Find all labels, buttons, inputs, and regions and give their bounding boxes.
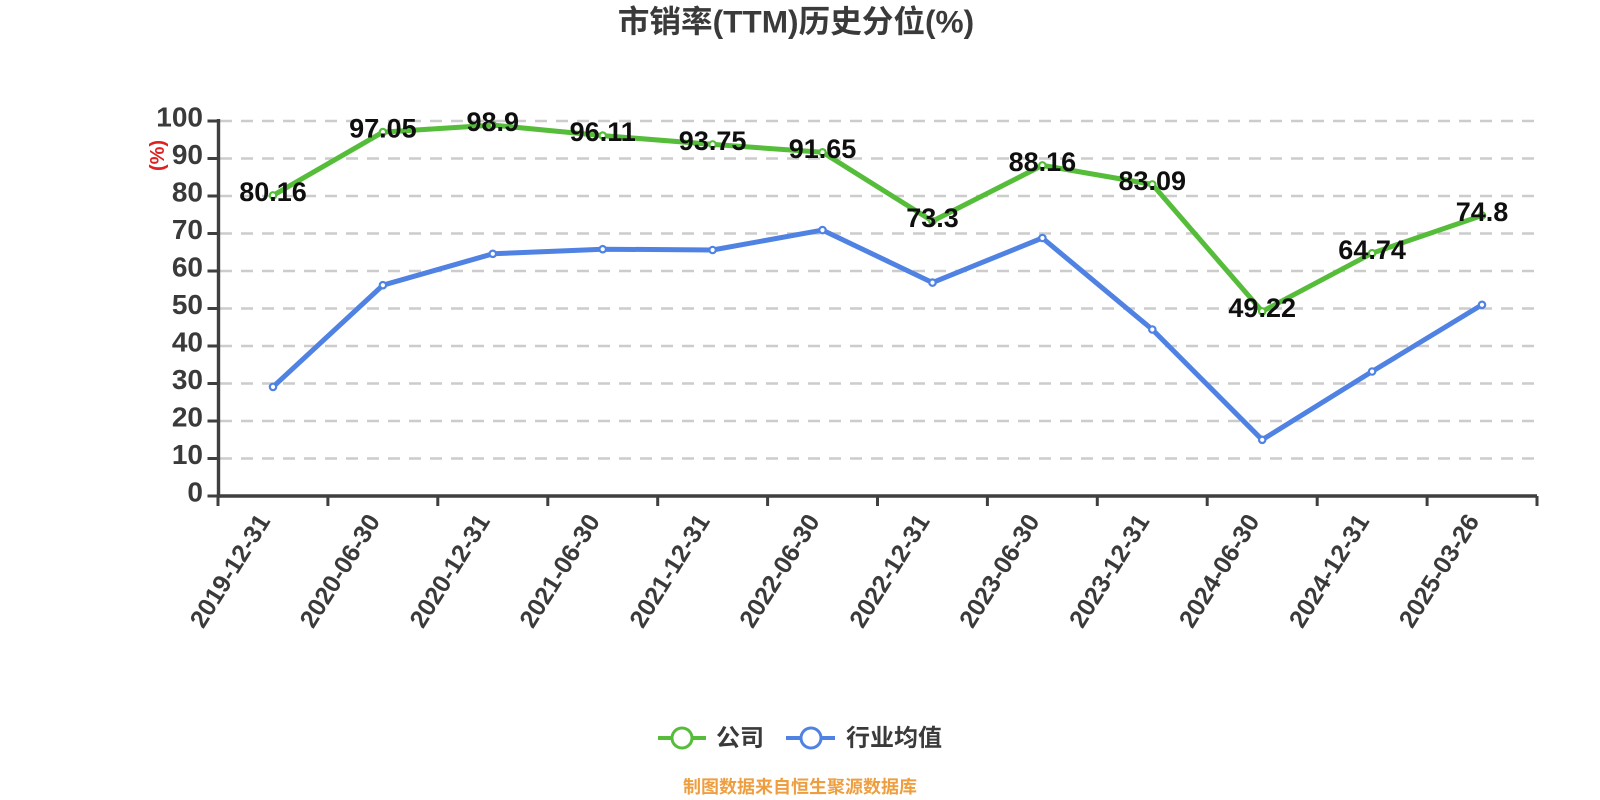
svg-text:(TTM): (TTM) [713, 4, 799, 40]
svg-text:2019-12-31: 2019-12-31 [185, 509, 277, 632]
svg-text:2023-06-30: 2023-06-30 [954, 509, 1046, 632]
svg-text:20: 20 [172, 402, 203, 433]
svg-text:2022-12-31: 2022-12-31 [844, 509, 936, 632]
svg-text:50: 50 [172, 289, 203, 320]
svg-text:0: 0 [187, 477, 203, 508]
svg-text:70: 70 [172, 214, 203, 245]
svg-text:88.16: 88.16 [1009, 147, 1077, 177]
svg-text:30: 30 [172, 364, 203, 395]
svg-text:2020-12-31: 2020-12-31 [404, 509, 496, 632]
svg-text:80.16: 80.16 [239, 177, 307, 207]
svg-text:91.65: 91.65 [789, 134, 857, 164]
svg-text:93.75: 93.75 [679, 126, 747, 156]
svg-text:2021-12-31: 2021-12-31 [624, 509, 716, 632]
svg-text:98.9: 98.9 [467, 107, 520, 137]
svg-text:(%): (%) [925, 4, 974, 40]
svg-text:2021-06-30: 2021-06-30 [514, 509, 606, 632]
svg-text:80: 80 [172, 177, 203, 208]
svg-text:100: 100 [156, 102, 203, 133]
svg-text:49.22: 49.22 [1228, 293, 1296, 323]
svg-text:2025-03-26: 2025-03-26 [1394, 509, 1486, 632]
svg-text:96.11: 96.11 [570, 117, 636, 147]
svg-text:(%): (%) [147, 140, 169, 171]
svg-text:40: 40 [172, 327, 203, 358]
svg-text:2023-12-31: 2023-12-31 [1064, 509, 1156, 632]
svg-text:2024-12-31: 2024-12-31 [1284, 509, 1376, 632]
svg-text:97.05: 97.05 [349, 114, 417, 144]
svg-text:2020-06-30: 2020-06-30 [294, 509, 386, 632]
svg-text:83.09: 83.09 [1119, 166, 1187, 196]
svg-text:73.3: 73.3 [906, 203, 959, 233]
svg-text:74.8: 74.8 [1456, 197, 1509, 227]
svg-text:10: 10 [172, 439, 203, 470]
svg-text:60: 60 [172, 252, 203, 283]
svg-text:2022-06-30: 2022-06-30 [734, 509, 826, 632]
svg-text:90: 90 [172, 139, 203, 170]
svg-text:64.74: 64.74 [1338, 235, 1406, 265]
svg-text:2024-06-30: 2024-06-30 [1174, 509, 1266, 632]
